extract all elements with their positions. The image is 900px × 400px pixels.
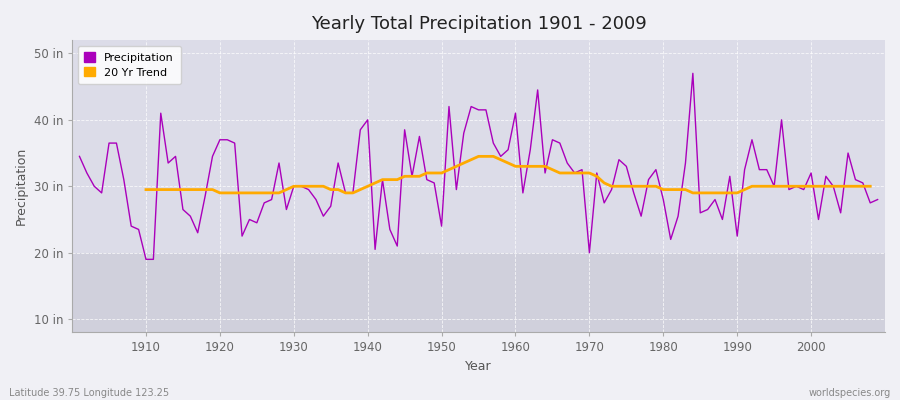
20 Yr Trend: [318, 184, 328, 189]
Y-axis label: Precipitation: Precipitation: [15, 147, 28, 225]
Text: Latitude 39.75 Longitude 123.25: Latitude 39.75 Longitude 123.25: [9, 388, 169, 398]
20 Yr Trend: [214, 190, 225, 195]
20 Yr Trend: [370, 180, 381, 185]
Line: Precipitation: Precipitation: [79, 73, 878, 259]
20 Yr Trend: [540, 164, 551, 169]
Precipitation: [518, 190, 528, 195]
20 Yr Trend: [865, 184, 876, 189]
Precipitation: [510, 111, 521, 116]
20 Yr Trend: [724, 190, 735, 195]
20 Yr Trend: [473, 154, 484, 159]
Title: Yearly Total Precipitation 1901 - 2009: Yearly Total Precipitation 1901 - 2009: [310, 15, 646, 33]
Precipitation: [872, 197, 883, 202]
Precipitation: [140, 257, 151, 262]
20 Yr Trend: [140, 187, 151, 192]
Precipitation: [74, 154, 85, 159]
20 Yr Trend: [340, 190, 351, 195]
Precipitation: [133, 227, 144, 232]
Precipitation: [303, 187, 314, 192]
Legend: Precipitation, 20 Yr Trend: Precipitation, 20 Yr Trend: [77, 46, 181, 84]
Bar: [72, 253, 885, 332]
Precipitation: [347, 190, 358, 195]
Precipitation: [688, 71, 698, 76]
X-axis label: Year: Year: [465, 360, 492, 373]
Line: 20 Yr Trend: 20 Yr Trend: [146, 156, 870, 193]
Text: worldspecies.org: worldspecies.org: [809, 388, 891, 398]
Precipitation: [607, 187, 617, 192]
20 Yr Trend: [518, 164, 528, 169]
